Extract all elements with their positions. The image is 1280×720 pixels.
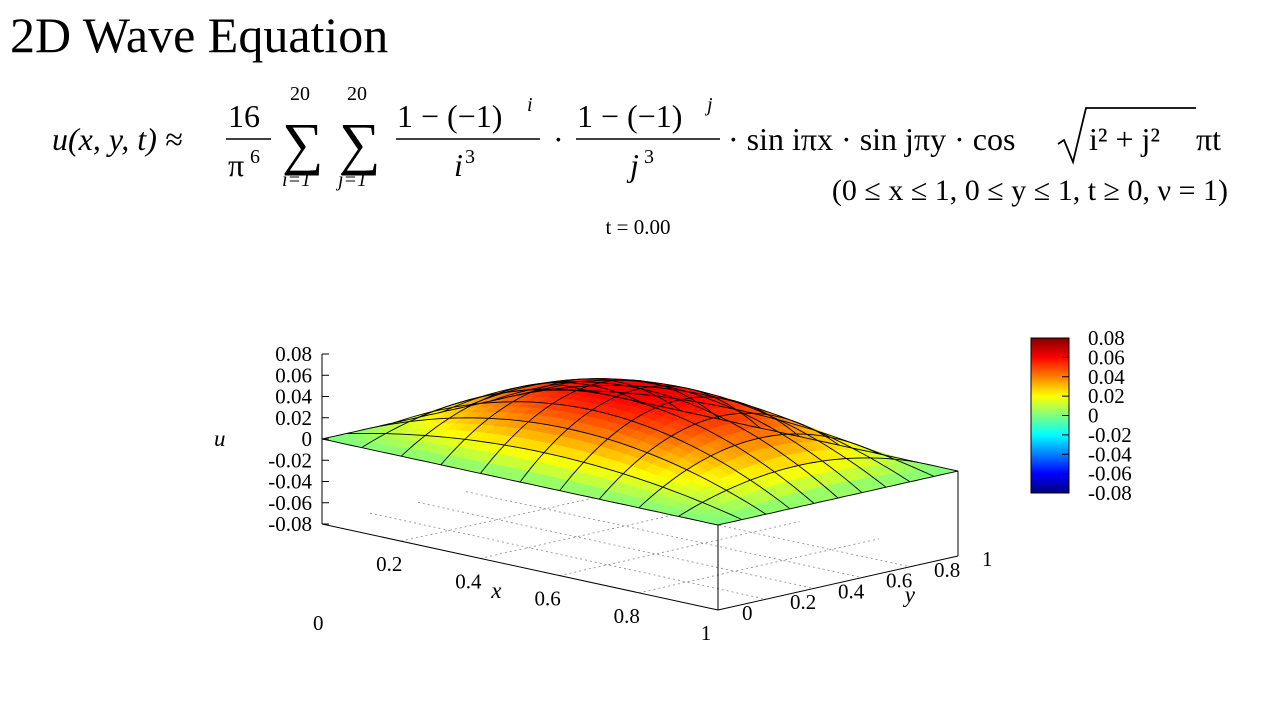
y-tick-label: 0.8 xyxy=(934,558,960,582)
z-axis-title: u xyxy=(214,426,226,451)
formula-term-i-den: i xyxy=(454,147,463,183)
colorbar-tick-label: 0.02 xyxy=(1088,384,1125,408)
colorbar-tick-label: -0.06 xyxy=(1088,462,1132,486)
z-tick-label: 0.04 xyxy=(275,385,312,409)
formula-sum-i-upper: 20 xyxy=(290,83,310,105)
colorbar-tick-label: -0.02 xyxy=(1088,423,1132,447)
formula-term-j-exp: j xyxy=(704,94,713,116)
colorbar-tick-label: 0.04 xyxy=(1088,365,1125,389)
formula-dot: · xyxy=(553,121,564,157)
formula-sum-i: ∑ xyxy=(282,111,323,176)
formula-conditions: (0 ≤ x ≤ 1, 0 ≤ y ≤ 1, t ≥ 0, ν = 1) xyxy=(832,174,1228,207)
mesh-line xyxy=(441,381,839,499)
floor-grid-line xyxy=(369,512,767,600)
formula-sum-j: ∑ xyxy=(339,111,380,176)
z-tick-label: 0 xyxy=(302,427,313,451)
formula-frac-num: 16 xyxy=(228,98,260,134)
x-tick-label: 0.8 xyxy=(614,604,640,628)
formula-frac-den: π xyxy=(228,147,244,183)
time-label: t = 0.00 xyxy=(606,215,671,239)
formula-sum-j-lower: j=1 xyxy=(335,169,367,191)
formula: u(x, y, t) ≈ 16 π 6 20 ∑ i=1 20 ∑ j=1 1 … xyxy=(52,83,1228,207)
mesh-line xyxy=(489,379,887,488)
x-tick-label: 0.2 xyxy=(376,552,402,576)
formula-sqrt-arg: i² + j² xyxy=(1089,121,1160,157)
y-tick-label: 1 xyxy=(982,547,993,571)
y-axis-line xyxy=(717,555,959,611)
mesh-line xyxy=(717,470,959,526)
y-tick-label: 0.6 xyxy=(886,569,912,593)
floor-grid-line xyxy=(638,538,879,594)
y-tick-label: 0.4 xyxy=(838,579,865,603)
colorbar-tick-label: 0.06 xyxy=(1088,345,1125,369)
surface-mesh xyxy=(321,378,959,526)
mesh-line xyxy=(561,384,959,472)
formula-term-i-num: 1 − (−1) xyxy=(397,98,502,134)
mesh-line xyxy=(513,384,911,483)
mesh-line xyxy=(465,378,863,493)
formula-term-j-den-exp: 3 xyxy=(644,146,654,168)
formula-sum-i-lower: i=1 xyxy=(282,169,311,191)
mesh-line xyxy=(638,433,879,509)
y-tick-label: 0 xyxy=(742,601,753,625)
z-tick-label: -0.06 xyxy=(268,491,312,515)
colorbar-tick-label: 0.08 xyxy=(1088,326,1125,350)
x-tick-label: 0.6 xyxy=(534,587,560,611)
mesh-line xyxy=(559,396,800,491)
axis-labels: 0.080.060.040.020-0.02-0.04-0.06-0.08u0.… xyxy=(214,342,993,645)
formula-trig: · sin iπx · sin jπy · cos xyxy=(728,121,1015,157)
y-tick-label: 0.2 xyxy=(790,590,816,614)
mesh-line xyxy=(678,457,919,517)
z-tick-label: -0.08 xyxy=(268,512,312,536)
x-axis-title: x xyxy=(490,578,502,603)
z-tick-label: 0.08 xyxy=(275,342,312,366)
x-tick-label: 0.4 xyxy=(455,569,482,593)
colorbar-tick-label: -0.04 xyxy=(1088,442,1132,466)
formula-frac-den-exp: 6 xyxy=(250,146,260,168)
formula-sum-j-upper: 20 xyxy=(347,83,367,105)
colorbar: 0.080.060.040.020-0.02-0.04-0.06-0.08 xyxy=(1030,326,1132,505)
x-tick-label: 0 xyxy=(313,611,324,635)
formula-term-j-num: 1 − (−1) xyxy=(577,98,682,134)
x-tick-label: 1 xyxy=(701,621,712,645)
y-axis-title: y xyxy=(903,582,916,607)
colorbar-tick-label: 0 xyxy=(1088,404,1099,428)
formula-term-j-den: j xyxy=(626,147,639,183)
formula-lhs: u(x, y, t) ≈ xyxy=(52,121,182,157)
z-tick-label: -0.02 xyxy=(268,448,312,472)
z-tick-label: 0.06 xyxy=(275,363,312,387)
formula-term-i-exp: i xyxy=(527,94,533,116)
colorbar-tick-label: -0.08 xyxy=(1088,481,1132,505)
formula-tail: πt xyxy=(1196,121,1221,157)
z-tick-label: -0.04 xyxy=(268,470,312,494)
floor-grid-line xyxy=(559,521,800,576)
x-axis-line xyxy=(321,523,719,611)
page-title: 2D Wave Equation xyxy=(10,7,389,63)
formula-term-i-den-exp: 3 xyxy=(465,146,475,168)
z-tick-label: 0.02 xyxy=(275,406,312,430)
formula-sqrt-sign xyxy=(1057,107,1196,165)
mesh-line xyxy=(537,389,935,477)
